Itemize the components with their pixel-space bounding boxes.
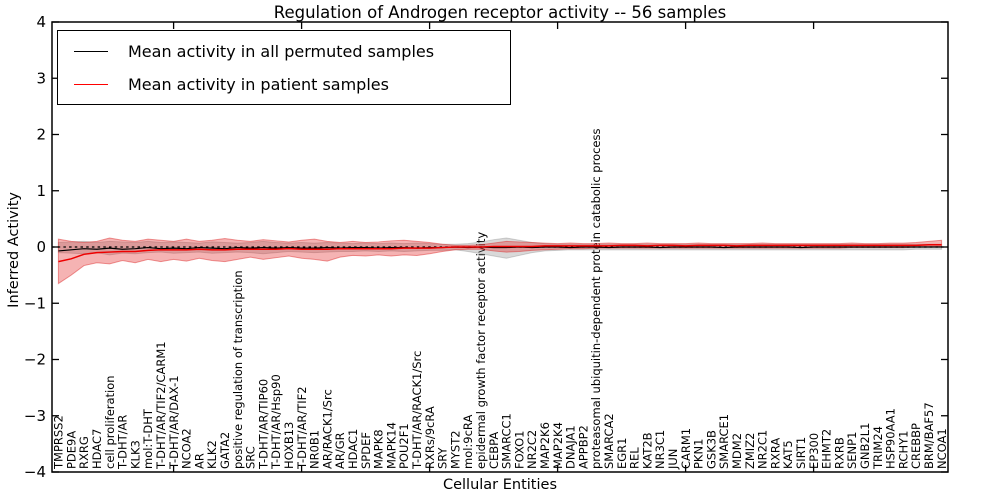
y-tick-label: −3 xyxy=(24,407,46,425)
x-tick-label: AR xyxy=(192,453,206,469)
x-tick-label: SRY xyxy=(436,446,450,469)
legend: Mean activity in all permuted samples Me… xyxy=(57,30,511,105)
x-tick-label: DNAJA1 xyxy=(564,425,578,469)
x-tick-label: PKN1 xyxy=(692,439,706,469)
x-tick-label: BRM/BAF57 xyxy=(922,402,936,469)
x-tick-label: MYST2 xyxy=(448,430,462,469)
x-tick-label: MAPK14 xyxy=(384,422,398,469)
x-tick-label: RXRA xyxy=(768,438,782,469)
x-tick-label: SMARCA2 xyxy=(602,413,616,469)
legend-item-patient: Mean activity in patient samples xyxy=(58,71,510,97)
x-tick-label: NCOA1 xyxy=(935,428,949,469)
x-tick-label: SMARCE1 xyxy=(717,414,731,469)
x-tick-label: T-DHT/AR/TIP60 xyxy=(256,379,270,470)
y-tick-label: −1 xyxy=(24,294,46,312)
legend-item-permuted: Mean activity in all permuted samples xyxy=(58,38,510,64)
x-tick-label: REL xyxy=(628,447,642,469)
x-tick-label: CARM1 xyxy=(679,428,693,469)
series-line-permuted xyxy=(58,246,942,252)
x-tick-label: RXRs/9cRA xyxy=(423,406,437,469)
x-tick-label: HSP90AA1 xyxy=(884,408,898,469)
x-tick-label: NR0B1 xyxy=(308,430,322,469)
x-tick-label: MAPK8 xyxy=(372,429,386,469)
x-tick-label: GSK3B xyxy=(704,430,718,469)
x-tick-label: CEBPA xyxy=(487,432,501,469)
y-tick-label: 4 xyxy=(36,13,46,31)
x-tick-label: HDAC1 xyxy=(346,429,360,469)
x-tick-label: GNB2L1 xyxy=(858,423,872,469)
x-tick-label: T-DHT/AR/TIF2 xyxy=(295,386,309,470)
legend-line-sample-patient xyxy=(74,83,108,85)
x-tick-label: T-DHT/AR/RACK1/Src xyxy=(410,351,424,470)
x-tick-label: NR2C2 xyxy=(525,430,539,469)
x-tick-label: GATA2 xyxy=(218,432,232,469)
x-tick-label: CREBBP xyxy=(909,423,923,469)
x-tick-label: proteasomal ubiquitin-dependent protein … xyxy=(589,128,603,469)
y-tick-label: 3 xyxy=(36,69,46,87)
x-tick-label: HOXB13 xyxy=(282,422,296,469)
x-tick-label: APPBP2 xyxy=(576,425,590,469)
x-tick-label: POU2F1 xyxy=(397,423,411,469)
x-tick-label: JUN xyxy=(666,449,680,470)
x-tick-label: ZMIZ2 xyxy=(743,433,757,469)
x-tick-label: NR3C1 xyxy=(653,430,667,469)
x-tick-label: TMPRSS2 xyxy=(52,415,66,470)
x-tick-label: epidermal growth factor receptor activit… xyxy=(474,232,488,469)
x-tick-label: KAT5 xyxy=(781,440,795,469)
x-tick-label: TRIM24 xyxy=(871,426,885,470)
x-tick-label: positive regulation of transcription xyxy=(231,270,245,469)
x-tick-label: SMARCC1 xyxy=(500,413,514,469)
legend-label-permuted: Mean activity in all permuted samples xyxy=(128,41,435,61)
y-tick-label: 1 xyxy=(36,182,46,200)
x-tick-label: SIRT1 xyxy=(794,437,808,469)
x-tick-label: FOXO1 xyxy=(512,431,526,469)
x-tick-label: cell proliferation xyxy=(103,375,117,469)
x-tick-label: EHMT2 xyxy=(820,429,834,469)
x-tick-label: MAP2K4 xyxy=(551,422,565,469)
x-tick-label: AR/GR xyxy=(333,432,347,469)
x-tick-label: HDAC7 xyxy=(90,429,104,469)
series-line-patient xyxy=(58,244,942,263)
x-axis-label: Cellular Entities xyxy=(442,477,558,493)
x-tick-label: KLK2 xyxy=(205,440,219,469)
x-tick-label: AR/RACK1/Src xyxy=(320,389,334,469)
legend-line-sample-permuted xyxy=(74,50,108,52)
x-tick-label: SENP1 xyxy=(845,432,859,469)
x-tick-label: RXRB xyxy=(832,437,846,469)
x-tick-label: NR2C1 xyxy=(756,430,770,469)
y-tick-label: −4 xyxy=(24,463,46,481)
x-tick-label: MDM2 xyxy=(730,433,744,469)
x-tick-label: SPDEF xyxy=(359,432,373,469)
x-tick-label: T-DHT/AR/TIF2/CARM1 xyxy=(154,341,168,470)
x-tick-label: KLK3 xyxy=(128,440,142,469)
x-tick-label: T-DHT/AR/Hsp90 xyxy=(269,374,283,470)
legend-label-patient: Mean activity in patient samples xyxy=(128,74,389,94)
x-tick-label: EGR1 xyxy=(615,438,629,470)
x-tick-label: T-DHT/AR xyxy=(116,415,130,470)
x-tick-label: T-DHT/AR/DAX-1 xyxy=(167,375,181,470)
x-tick-label: RXRG xyxy=(77,436,91,469)
y-tick-label: 0 xyxy=(36,238,46,256)
x-tick-label: PDE9A xyxy=(64,431,78,469)
x-tick-label: mol:9cRA xyxy=(461,415,475,469)
x-tick-label: EP300 xyxy=(807,433,821,469)
x-tick-label: RCHY1 xyxy=(896,431,910,469)
x-tick-label: MAP2K6 xyxy=(538,422,552,469)
x-tick-label: mol:T-DHT xyxy=(141,408,155,469)
x-tick-label: NCOA2 xyxy=(180,428,194,469)
x-tick-label: KAT2B xyxy=(640,432,654,469)
x-tick-label: SRC xyxy=(244,446,258,469)
y-tick-label: 2 xyxy=(36,126,46,144)
chart-title: Regulation of Androgen receptor activity… xyxy=(273,3,727,22)
y-tick-label: −2 xyxy=(24,351,46,369)
